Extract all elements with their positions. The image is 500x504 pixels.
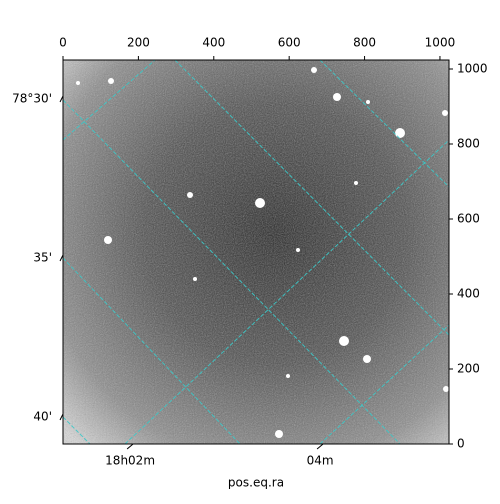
top-tick-label: 0 xyxy=(59,36,67,50)
left-tick-label: 35' xyxy=(33,251,52,265)
right-tick-label: 800 xyxy=(457,137,480,151)
bottom-tick-label: 04m xyxy=(307,454,334,468)
bottom-tick-label: 18h02m xyxy=(105,454,155,468)
top-tick-label: 800 xyxy=(353,36,376,50)
right-tick-label: 0 xyxy=(457,437,465,451)
top-tick-label: 600 xyxy=(278,36,301,50)
right-tick-label: 400 xyxy=(457,287,480,301)
top-tick-label: 200 xyxy=(127,36,150,50)
bottom-tick xyxy=(126,443,134,450)
right-tick-label: 600 xyxy=(457,212,480,226)
x-axis-label: pos.eq.ra xyxy=(228,476,284,490)
right-tick-label: 200 xyxy=(457,362,480,376)
left-tick xyxy=(59,413,64,421)
left-tick xyxy=(59,254,64,262)
left-tick-label: 78°30' xyxy=(12,92,52,106)
coordinate-grid xyxy=(63,60,449,444)
sky-image xyxy=(63,60,449,444)
left-tick xyxy=(59,95,64,103)
frame xyxy=(62,59,450,445)
bottom-tick xyxy=(316,443,324,450)
left-tick-label: 40' xyxy=(33,410,52,424)
top-tick-label: 1000 xyxy=(425,36,456,50)
right-tick-label: 1000 xyxy=(457,62,488,76)
top-tick-label: 400 xyxy=(202,36,225,50)
